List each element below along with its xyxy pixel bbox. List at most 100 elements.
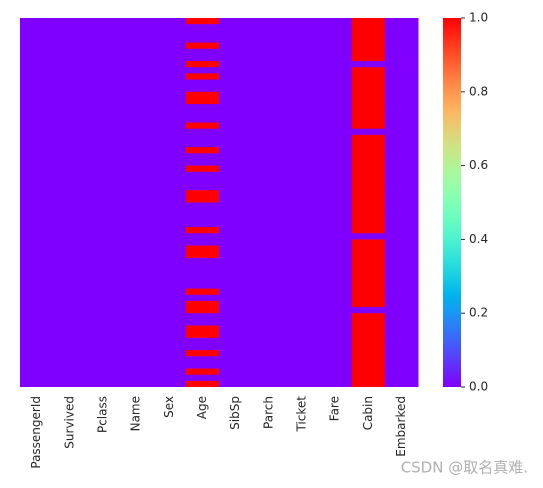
- heatmap-cell: [384, 337, 419, 345]
- x-tick-label: Age: [195, 396, 209, 419]
- heatmap-cell: [119, 73, 154, 80]
- heatmap-cell: [119, 110, 154, 117]
- heatmap-cell: [285, 48, 319, 56]
- heatmap-cell: [318, 42, 353, 50]
- heatmap-cell: [219, 380, 253, 387]
- heatmap-cell: [318, 294, 353, 302]
- heatmap-cell: [185, 307, 220, 314]
- heatmap-cell: [351, 134, 386, 142]
- heatmap-cell: [318, 128, 353, 136]
- heatmap-cell: [219, 159, 253, 167]
- heatmap-cell: [152, 85, 187, 93]
- heatmap-cell: [20, 319, 54, 326]
- heatmap-cell: [318, 24, 353, 31]
- heatmap-cell: [119, 319, 154, 326]
- heatmap-cell: [152, 61, 187, 68]
- heatmap-cell: [86, 294, 120, 302]
- heatmap-cell: [152, 165, 187, 173]
- heatmap-cell: [185, 134, 220, 142]
- heatmap-cell: [351, 42, 386, 50]
- heatmap-cell: [318, 159, 353, 167]
- heatmap-cell: [252, 24, 286, 31]
- heatmap-cell: [351, 97, 386, 105]
- heatmap-cell: [86, 128, 120, 136]
- heatmap-cell: [384, 294, 419, 302]
- heatmap-cell: [252, 245, 286, 253]
- heatmap-cell: [285, 362, 319, 370]
- heatmap-cell: [86, 85, 120, 93]
- heatmap-cell: [219, 233, 253, 240]
- heatmap-cell: [384, 171, 419, 179]
- heatmap-cell: [351, 380, 386, 387]
- heatmap-cell: [119, 264, 154, 271]
- heatmap-cell: [53, 270, 87, 277]
- heatmap-cell: [185, 202, 220, 210]
- heatmap-cell: [351, 374, 386, 382]
- heatmap-cell: [285, 356, 319, 363]
- heatmap-cell: [119, 116, 154, 124]
- heatmap-cell: [53, 134, 87, 142]
- heatmap-cell: [384, 153, 419, 160]
- heatmap-cell: [20, 257, 54, 265]
- heatmap-cell: [152, 380, 187, 387]
- heatmap-cell: [318, 171, 353, 179]
- heatmap-cell: [152, 276, 187, 283]
- heatmap-cell: [119, 245, 154, 253]
- heatmap-cell: [119, 276, 154, 283]
- heatmap-cell: [152, 300, 187, 308]
- heatmap-cell: [86, 227, 120, 234]
- heatmap-cell: [185, 67, 220, 74]
- heatmap-cell: [20, 239, 54, 247]
- heatmap-cell: [285, 282, 319, 290]
- heatmap-cell: [285, 343, 319, 351]
- heatmap-cell: [53, 350, 87, 357]
- heatmap-cell: [53, 276, 87, 283]
- heatmap-cell: [252, 313, 286, 320]
- colorbar-tick-label: 0.0: [469, 380, 488, 394]
- heatmap-cell: [351, 214, 386, 222]
- heatmap-cell: [20, 350, 54, 357]
- heatmap-cell: [20, 61, 54, 68]
- heatmap-cell: [285, 190, 319, 197]
- heatmap-cell: [86, 48, 120, 56]
- heatmap-cell: [252, 282, 286, 290]
- heatmap-cell: [86, 36, 120, 44]
- heatmap-cell: [119, 202, 154, 210]
- heatmap-cell: [219, 374, 253, 382]
- heatmap-cell: [20, 343, 54, 351]
- heatmap-cell: [351, 220, 386, 228]
- heatmap-cell: [318, 36, 353, 44]
- heatmap-cell: [252, 208, 286, 216]
- heatmap-cell: [152, 73, 187, 80]
- heatmap-cell: [318, 282, 353, 290]
- heatmap-cell: [53, 54, 87, 62]
- heatmap-cell: [351, 48, 386, 56]
- heatmap-cell: [219, 79, 253, 87]
- heatmap-cell: [53, 177, 87, 185]
- heatmap-cell: [252, 319, 286, 326]
- heatmap-cell: [119, 368, 154, 376]
- heatmap-cell: [219, 239, 253, 247]
- colorbar-tick-label: 0.6: [469, 158, 488, 172]
- heatmap-cell: [53, 374, 87, 382]
- heatmap-cell: [285, 220, 319, 228]
- heatmap-cell: [219, 91, 253, 99]
- heatmap-cell: [384, 282, 419, 290]
- heatmap-cell: [252, 294, 286, 302]
- heatmap-cell: [252, 307, 286, 314]
- heatmap-cell: [185, 153, 220, 160]
- colorbar: [443, 18, 461, 387]
- heatmap-cell: [318, 116, 353, 124]
- heatmap-cell: [20, 227, 54, 234]
- heatmap-cell: [53, 153, 87, 160]
- heatmap-cell: [351, 153, 386, 160]
- heatmap-cell: [20, 147, 54, 154]
- heatmap-cell: [20, 177, 54, 185]
- heatmap-cell: [86, 245, 120, 253]
- heatmap-cell: [86, 110, 120, 117]
- heatmap-cell: [351, 276, 386, 283]
- heatmap-cell: [219, 343, 253, 351]
- heatmap-cell: [219, 61, 253, 68]
- colorbar-tick-label: 0.2: [469, 306, 488, 320]
- heatmap-cell: [20, 374, 54, 382]
